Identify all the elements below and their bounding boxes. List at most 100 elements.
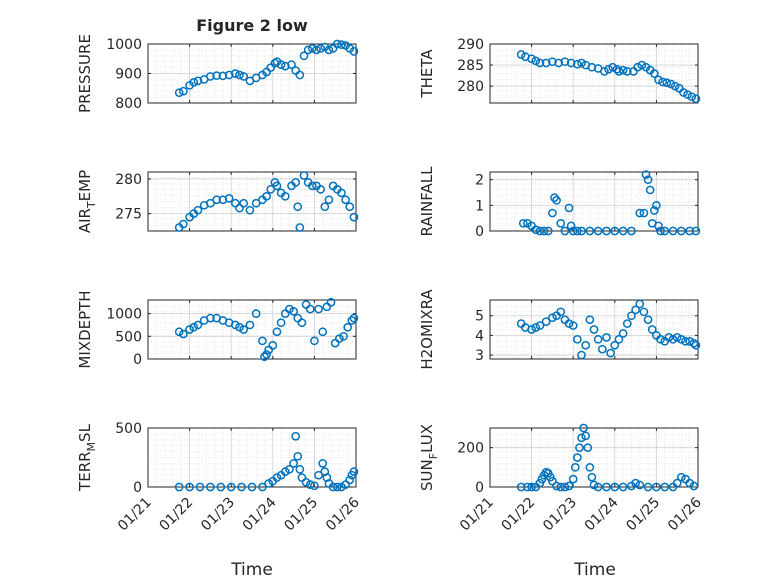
data-point [280,191,290,201]
data-point [516,50,526,59]
data-point [654,75,663,85]
y-axis-label: AIRTEMP [76,170,98,233]
data-point [345,475,355,485]
data-point [293,451,303,461]
data-point [560,57,570,67]
data-point [212,195,221,205]
y-tick-label: 800 [115,96,142,112]
data-point [585,315,595,325]
series-markers [174,39,359,98]
data-point [645,185,655,195]
data-point [641,170,651,179]
data-point [206,198,215,208]
data-point [672,333,682,342]
data-point [237,482,246,492]
data-point [535,58,545,68]
data-point [527,325,536,334]
data-point [556,218,566,228]
data-point [231,320,240,330]
series-markers [518,170,701,236]
data-point [291,431,301,441]
x-tick-label: 01/26 [665,494,705,534]
data-point [189,78,199,87]
data-point [268,341,278,350]
data-point [660,482,670,492]
minor-grid [490,172,698,231]
y-axis-label-part: LUX [418,424,436,453]
data-point [635,299,645,309]
y-tick-label: 275 [115,207,142,223]
minor-grid [490,428,698,487]
data-point [560,482,570,492]
x-tick-label: 01/24 [582,494,622,534]
data-point [231,69,240,78]
data-point [618,329,628,338]
data-point [276,318,286,328]
data-point [320,202,330,212]
data-point [577,58,586,68]
y-tick-label: 1 [475,198,484,214]
data-point [643,482,653,492]
data-point [179,329,188,339]
data-point [239,72,249,81]
data-point [318,327,328,337]
x-tick-label: 01/25 [281,495,321,535]
data-point [570,462,580,472]
data-point [568,474,578,484]
minor-grid [148,172,356,231]
data-point [262,350,271,359]
data-point [337,188,346,198]
data-point [610,482,620,492]
series-markers [174,171,359,232]
y-tick-label: 500 [115,421,142,437]
data-point [258,336,267,346]
data-point [643,175,653,185]
y-axis-label-subscript: T [85,201,98,209]
data-point [539,226,549,236]
data-point [612,64,622,74]
data-point [602,482,611,492]
y-axis-label-part: AIR [76,208,94,233]
data-point [179,86,188,96]
data-point [239,325,249,334]
minor-grid [148,44,356,103]
data-point [677,472,686,482]
data-point [597,344,607,354]
y-tick-label: 500 [115,329,142,345]
data-point [554,58,563,68]
y-axis-label: MIXDEPTH [76,290,94,368]
subplot-4: 0 1 2 RAINFALL [418,166,701,240]
data-point [622,67,632,76]
minor-grid [148,428,356,487]
data-point [587,472,597,482]
data-point [579,423,588,433]
plot-area [490,44,698,103]
data-point [610,226,620,236]
data-point [573,453,582,462]
data-point [295,223,305,232]
data-point [185,482,194,492]
data-point [691,94,701,104]
y-axis-label: PRESSURE [76,34,94,113]
data-point [652,482,661,492]
data-point [587,62,597,72]
data-point [548,313,557,323]
data-point [258,482,267,492]
data-point [585,462,595,472]
y-tick-label: 1000 [106,307,142,323]
data-point [193,205,203,215]
y-axis-label: TERRMSL [76,423,98,492]
data-point [303,45,313,55]
data-point [349,212,359,222]
y-axis-label-part: PRESSURE [76,34,94,113]
y-axis-label-part: SUN [418,459,436,491]
data-point [174,88,184,98]
x-tick-label: 01/24 [240,494,280,534]
data-point [287,60,296,70]
data-point [343,322,353,332]
plot-area [490,300,698,359]
data-point [235,70,244,80]
data-point [683,90,692,99]
data-point [179,219,188,229]
data-point [627,311,636,321]
